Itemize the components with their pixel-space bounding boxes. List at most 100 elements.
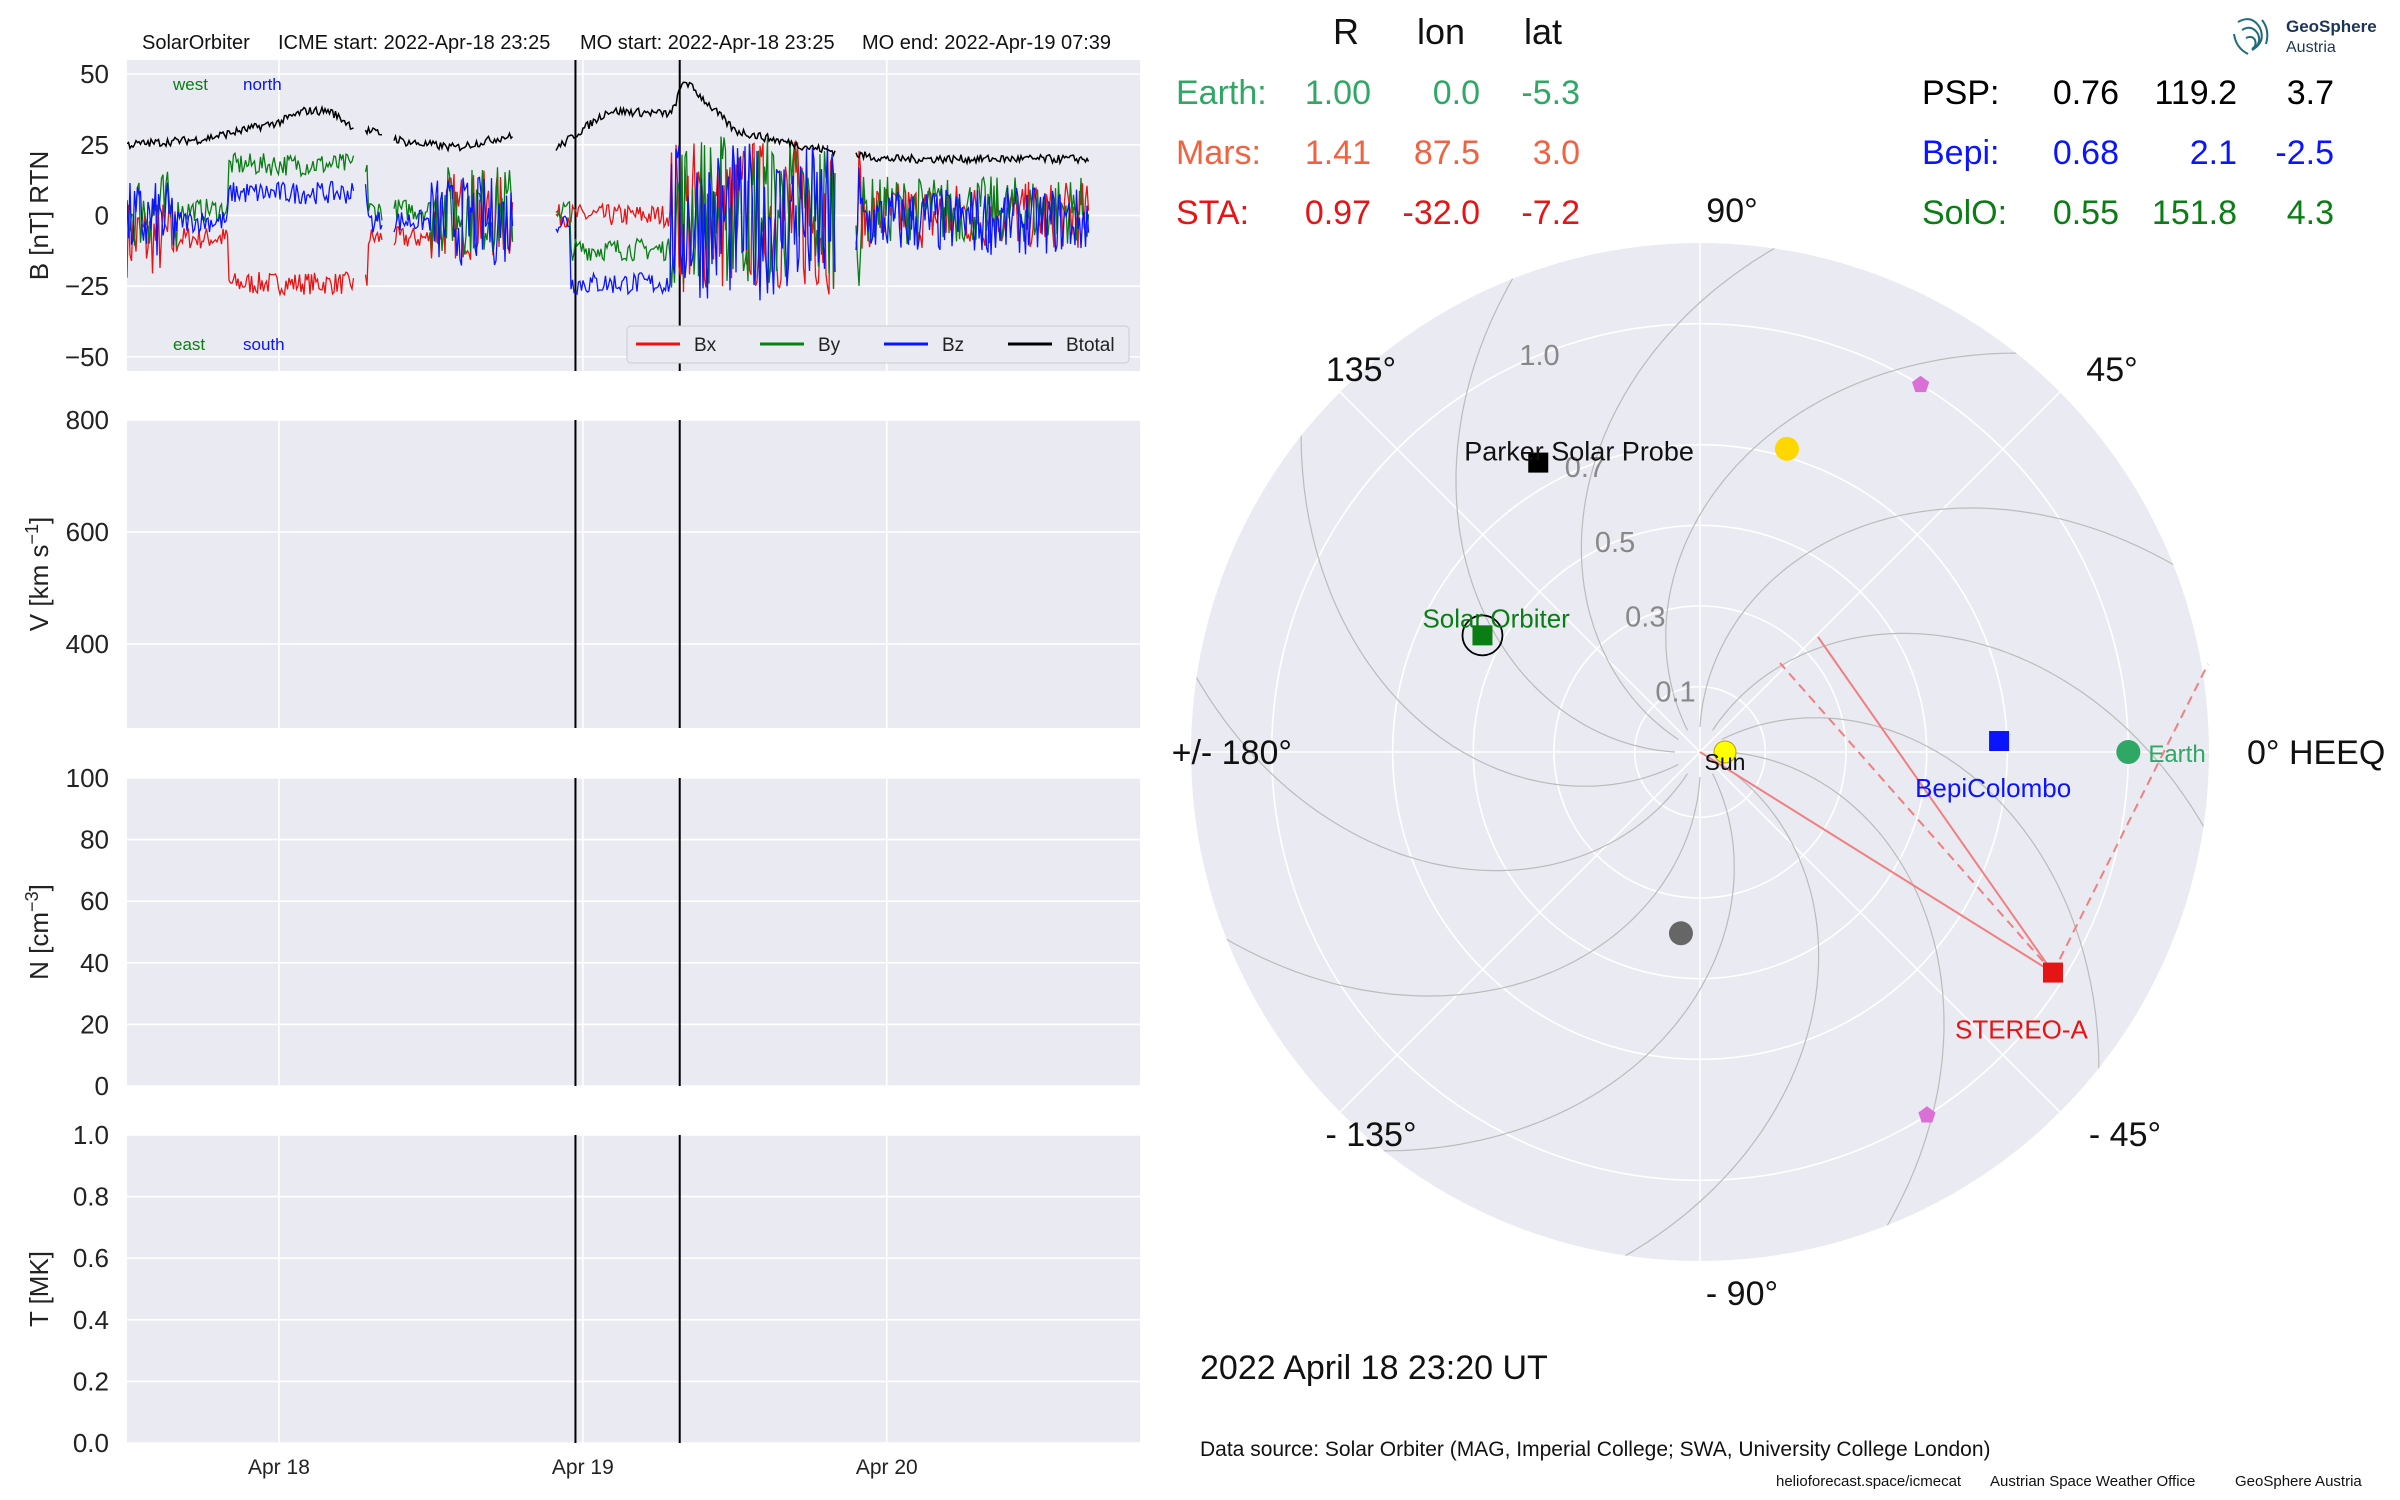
sun-marker — [1713, 740, 1737, 764]
table-lon: 119.2 — [2154, 74, 2237, 112]
y-tick-label: 0 — [95, 1071, 109, 1101]
y-tick-label: 800 — [66, 405, 109, 435]
series-line-Btotal — [127, 81, 1090, 166]
table-lon: 87.5 — [1414, 134, 1480, 172]
y-tick-label: −50 — [65, 342, 109, 372]
panel-magnetic-field: 50 25 0 −25 −50 B [nT] RTN west north east south B… — [24, 59, 1140, 372]
parker-solar-probe-label: Parker Solar Probe — [1464, 437, 1694, 467]
table-name: SolO: — [1922, 194, 2007, 232]
y-tick-label: 0 — [95, 201, 109, 231]
y-tick-label: 1.0 — [73, 1120, 109, 1150]
parker-spiral-line — [1699, 507, 2209, 728]
table-row: Earth: 1.00 0.0 -5.3 — [1176, 74, 1580, 112]
x-tick-label: Apr 20 — [856, 1456, 918, 1479]
y-axis-label: V [km s−1] — [22, 517, 54, 631]
legend-label-Bx: Bx — [694, 335, 717, 356]
legend: Bx By Bz Btotal — [626, 325, 1130, 364]
table-lon: 2.1 — [2190, 134, 2237, 172]
polar-radial-gridline — [1339, 751, 1701, 1113]
x-tick-label: Apr 19 — [552, 1456, 614, 1479]
table-header: lat — [1524, 11, 1562, 52]
polar-r-tick-label: 0.1 — [1655, 676, 1695, 708]
parker-solar-probe-marker — [1528, 452, 1549, 473]
legend-box — [626, 325, 1130, 364]
table-r: 0.97 — [1305, 194, 1371, 232]
y-tick-label: 0.4 — [73, 1305, 109, 1335]
y-tick-label: 40 — [80, 948, 109, 978]
polar-angle-label: 90° — [1706, 192, 1757, 230]
footer-org: GeoSphere Austria — [2235, 1473, 2362, 1490]
logo-text-line1: GeoSphere — [2286, 17, 2377, 36]
table-lon: 151.8 — [2152, 194, 2237, 232]
y-tick-label: 400 — [66, 629, 109, 659]
y-axis-label-text: V [km s — [24, 545, 54, 632]
table-r: 0.76 — [2053, 74, 2119, 112]
table-r: 1.00 — [1305, 74, 1371, 112]
mo-start-label: MO start: 2022-Apr-18 23:25 — [580, 32, 835, 54]
table-name: Mars: — [1176, 134, 1261, 172]
y-tick-label: 0.2 — [73, 1366, 109, 1396]
polar-r-tick-label: 0.7 — [1565, 452, 1605, 484]
y-tick-label: 60 — [80, 886, 109, 916]
legend-label-By: By — [818, 335, 841, 356]
pentagon-marker — [1918, 1106, 1936, 1123]
y-tick-label: 20 — [80, 1009, 109, 1039]
fov-line-solid — [1817, 636, 2054, 974]
stereo-a-marker — [2042, 962, 2063, 983]
polar-angle-label: +/- 180° — [1172, 734, 1292, 772]
polar-radial-gridline — [1339, 391, 1701, 753]
table-row: STA: 0.97 -32.0 -7.2 — [1176, 194, 1580, 232]
solar-orbiter-marker — [1472, 625, 1493, 646]
polar-angle-label: - 135° — [1325, 1116, 1416, 1154]
series-line-Bz — [127, 143, 1090, 301]
table-lat: -5.3 — [1521, 74, 1580, 112]
footer-office: Austrian Space Weather Office — [1990, 1473, 2195, 1490]
pentagon-marker — [1912, 375, 1930, 393]
direction-annotation: west — [172, 75, 208, 94]
y-axis-label-text: N [cm — [24, 912, 54, 980]
parker-spiral-line — [1724, 751, 1945, 1261]
stereo-a-label: STEREO-A — [1955, 1015, 2089, 1045]
series-line-Bx — [127, 141, 1090, 297]
table-r: 0.68 — [2053, 134, 2119, 172]
y-axis-label-end: ] — [24, 517, 54, 524]
panel-background — [127, 778, 1140, 1086]
x-tick-label: Apr 18 — [248, 1456, 310, 1479]
table-lat: 3.7 — [2287, 74, 2334, 112]
parker-spiral-line — [1324, 773, 1735, 1152]
parker-spiral-line — [1665, 352, 2076, 731]
data-source-label: Data source: Solar Orbiter (MAG, Imperia… — [1200, 1438, 1991, 1461]
bepicolombo-label: BepiColombo — [1915, 773, 2071, 803]
table-row: Bepi: 0.68 2.1 -2.5 — [1922, 134, 2334, 172]
parker-spiral-line — [1580, 243, 1828, 740]
polar-r-tick-label: 1.0 — [1519, 340, 1559, 372]
polar-ring — [1553, 605, 1847, 899]
polar-ring — [1391, 443, 2009, 1061]
y-tick-label: 25 — [80, 130, 109, 160]
table-lat: -2.5 — [2275, 134, 2334, 172]
polar-r-tick-label: 0.3 — [1625, 602, 1665, 634]
parker-spirals — [1191, 243, 2209, 1261]
polar-angle-label: - 45° — [2089, 1116, 2161, 1154]
y-axis-label-end: ] — [24, 884, 54, 891]
table-header: R — [1333, 11, 1359, 52]
parker-spiral-line — [1300, 376, 1679, 787]
solar-orbiter-highlight-ring — [1461, 614, 1504, 657]
table-name: PSP: — [1922, 74, 1999, 112]
table-header: lon — [1417, 11, 1465, 52]
date-label: 2022 April 18 23:20 UT — [1200, 1349, 1548, 1387]
polar-angle-label: 45° — [2086, 351, 2137, 389]
panel-background — [127, 420, 1140, 728]
spacecraft-label: SolarOrbiter — [142, 32, 250, 54]
panel-speed: 800 600 400 V [km s−1] — [22, 405, 1140, 728]
solar-orbiter-label: Solar Orbiter — [1422, 603, 1570, 633]
table-lon: 0.0 — [1433, 74, 1480, 112]
y-tick-label: −25 — [65, 271, 109, 301]
stereo-a-fov — [1699, 636, 2209, 974]
mo-end-label: MO end: 2022-Apr-19 07:39 — [862, 32, 1111, 54]
table-lat: -7.2 — [1521, 194, 1580, 232]
icme-start-label: ICME start: 2022-Apr-18 23:25 — [278, 32, 550, 54]
polar-angle-label: 135° — [1326, 351, 1396, 389]
